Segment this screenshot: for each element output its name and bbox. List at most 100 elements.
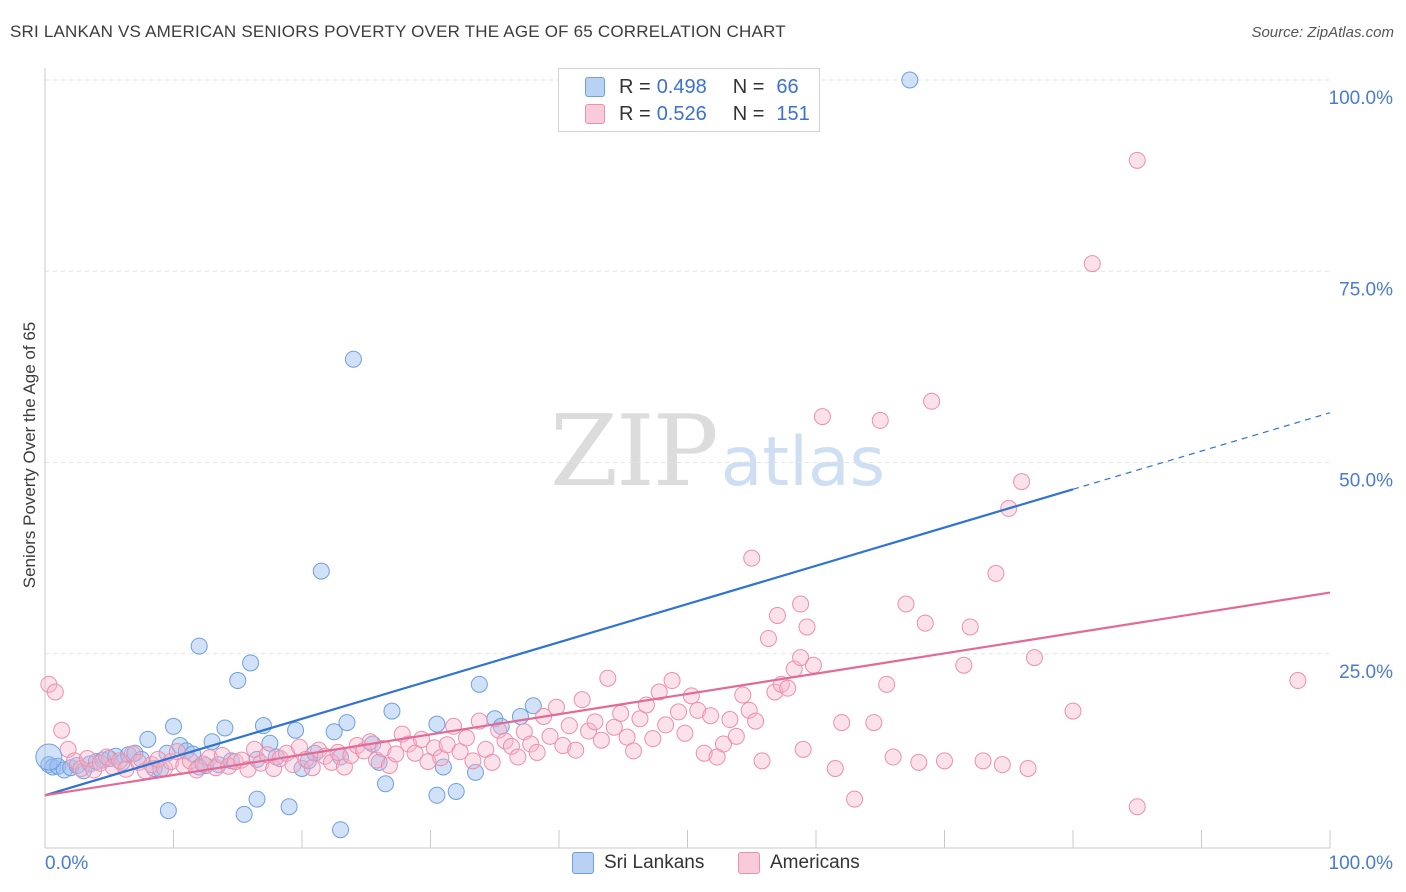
americans-point — [406, 744, 424, 762]
y-tick-label: 25.0% — [1339, 662, 1393, 683]
americans-point — [194, 755, 212, 773]
americans-point — [592, 731, 610, 749]
sri-lankans-point — [325, 723, 343, 741]
americans-point — [554, 737, 572, 755]
y-axis-title: Seniors Poverty Over the Age of 65 — [20, 321, 39, 589]
americans-point — [1083, 255, 1101, 273]
legend-swatch-americans — [585, 104, 605, 124]
sri-lankans-trend-extension — [1072, 412, 1331, 490]
americans-point — [878, 675, 896, 693]
americans-point — [676, 724, 694, 742]
americans-point — [993, 756, 1011, 774]
watermark-zip: ZIP — [550, 395, 719, 509]
americans-point — [400, 735, 418, 753]
americans-point — [245, 740, 263, 758]
americans-point — [528, 743, 546, 761]
sri-lankans-point — [165, 717, 182, 735]
americans-point — [91, 754, 109, 772]
zipatlas-watermark: ZIPatlas — [550, 395, 885, 509]
americans-point — [1025, 649, 1043, 667]
americans-point — [374, 740, 392, 758]
americans-point — [355, 742, 373, 760]
sri-lankans-point — [280, 798, 298, 816]
americans-point — [987, 564, 1005, 582]
americans-point — [682, 687, 700, 705]
series-label-americans: Americans — [770, 852, 860, 873]
americans-point — [727, 727, 745, 745]
sri-lankans-point — [901, 71, 919, 89]
americans-point — [759, 629, 777, 647]
sri-lankans-point — [377, 775, 395, 793]
sri-lankans-point — [344, 350, 362, 368]
americans-point — [1289, 672, 1307, 690]
americans-point — [72, 760, 90, 777]
americans-point — [794, 740, 812, 758]
legend-n-label: N = — [732, 102, 765, 125]
americans-point — [833, 714, 851, 732]
sri-lankans-point — [287, 721, 305, 739]
americans-point — [509, 748, 527, 766]
sri-lankans-point — [216, 719, 234, 737]
americans-point — [200, 749, 218, 767]
sri-lankans-point — [100, 750, 118, 768]
americans-point — [865, 714, 883, 732]
americans-point — [910, 753, 928, 771]
americans-point — [502, 737, 520, 755]
americans-point — [961, 618, 979, 636]
americans-point — [618, 728, 636, 746]
americans-point — [46, 683, 64, 701]
series-legend-sri-lankans[interactable]: Sri Lankans — [572, 852, 704, 874]
sri-lankans-point — [338, 714, 356, 732]
legend-row-sri-lankans: R = 0.498 N = 66 — [585, 75, 799, 99]
americans-point — [483, 753, 501, 771]
sri-lankans-point — [312, 562, 330, 580]
sri-lankans-point — [229, 672, 247, 690]
americans-point — [846, 790, 864, 808]
americans-point — [644, 730, 662, 748]
americans-point — [1013, 473, 1031, 491]
americans-point — [813, 408, 831, 426]
americans-point — [916, 614, 934, 632]
americans-point — [567, 741, 585, 759]
americans-point — [1128, 798, 1146, 816]
legend-n-label: N = — [732, 75, 765, 98]
americans-point — [714, 735, 732, 753]
legend-n-value: 151 — [776, 102, 810, 125]
correlation-legend: R = 0.498 N = 66 R = 0.526 N = 151 — [558, 68, 820, 132]
americans-point — [721, 711, 739, 729]
sri-lankans-point — [447, 782, 465, 800]
americans-point — [490, 721, 508, 739]
americans-point — [53, 721, 71, 739]
americans-point — [798, 618, 816, 636]
americans-point — [695, 744, 713, 762]
sri-lankans-point — [35, 743, 63, 771]
americans-point — [792, 649, 810, 667]
americans-point — [792, 595, 810, 613]
y-tick-label: 100.0% — [1329, 88, 1394, 109]
legend-row-americans: R = 0.526 N = 151 — [585, 102, 810, 126]
source-label: Source: ZipAtlas.com — [1251, 24, 1394, 41]
americans-point — [884, 748, 902, 766]
series-legend: Sri Lankans Americans — [0, 852, 1406, 876]
americans-point — [768, 607, 786, 624]
americans-point — [387, 745, 405, 763]
americans-point — [1019, 760, 1037, 777]
watermark-atlas: atlas — [720, 423, 886, 502]
americans-point — [689, 701, 707, 719]
americans-point — [743, 549, 761, 567]
y-tick-label: 75.0% — [1339, 279, 1393, 300]
series-legend-americans[interactable]: Americans — [738, 852, 860, 874]
legend-r-label: R = — [619, 102, 651, 125]
x-tick-label-max: 100.0% — [1329, 853, 1394, 874]
y-tick-label: 50.0% — [1339, 471, 1393, 492]
americans-point — [663, 672, 681, 690]
americans-point — [871, 411, 889, 429]
sri-lankans-point — [248, 790, 266, 808]
americans-point — [560, 717, 578, 735]
americans-point — [323, 753, 341, 771]
americans-point — [955, 656, 973, 674]
sri-lankans-point — [370, 753, 388, 771]
americans-point — [670, 703, 688, 721]
americans-point — [457, 729, 475, 747]
